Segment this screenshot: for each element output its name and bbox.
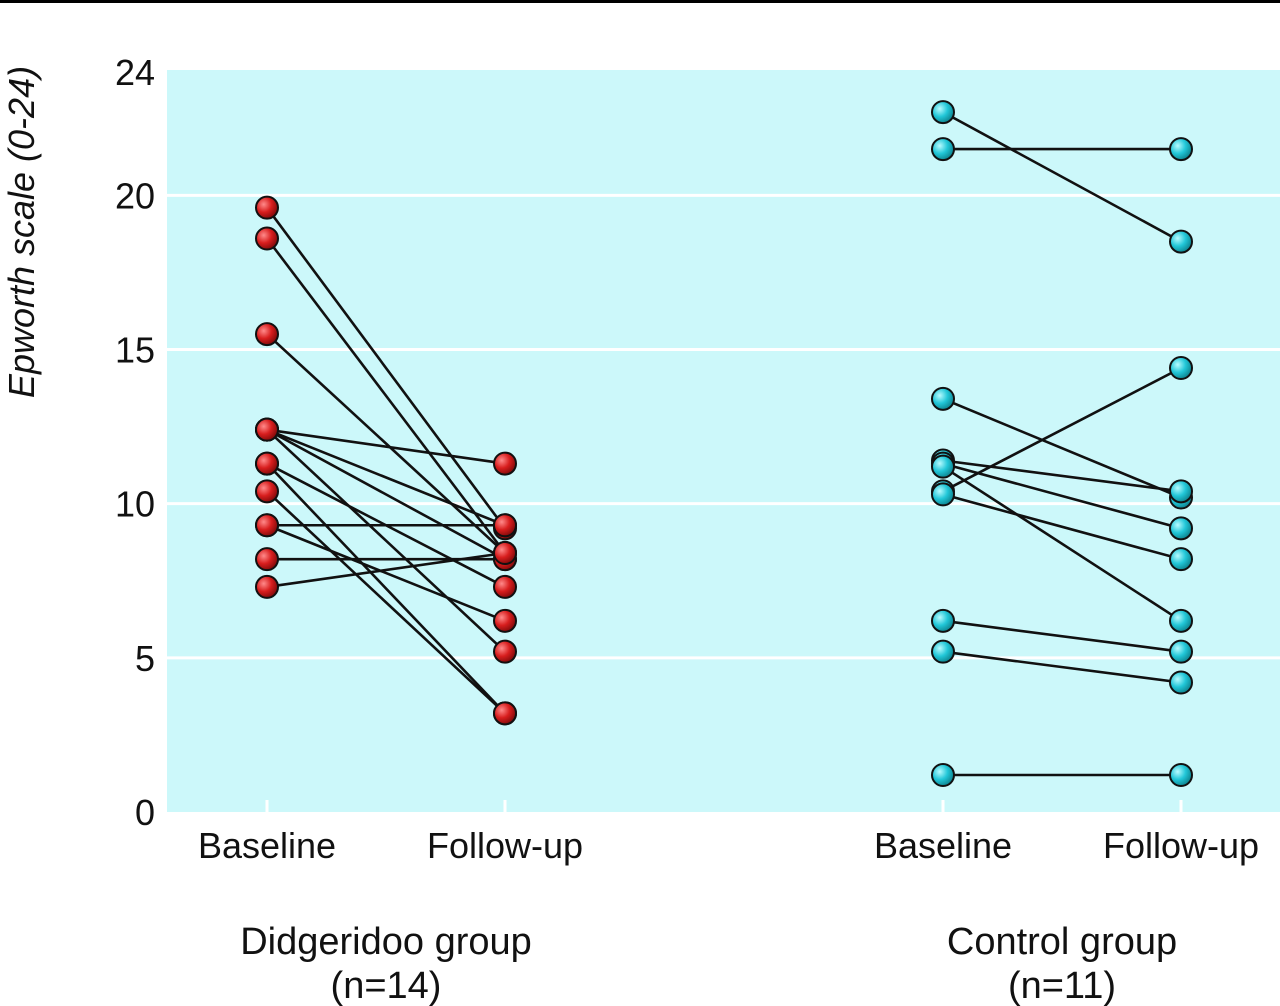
- series-line-1-6: [942, 366, 1182, 493]
- series-line-0-13: [266, 551, 506, 589]
- series-line-0-9: [266, 490, 506, 715]
- group-labels: Didgeridoo group(n=14) Control group(n=11…: [240, 921, 1177, 1006]
- group-n-label-0: (n=14): [331, 965, 442, 1006]
- series-line-0-4: [266, 428, 506, 527]
- group-n-label-1: (n=11): [1008, 965, 1116, 1006]
- point-0-13-0: [255, 574, 279, 599]
- series-line-0-5: [266, 428, 506, 561]
- point-1-7-1: [1169, 547, 1193, 572]
- point-1-8-0: [931, 608, 955, 633]
- point-0-1-0: [255, 226, 279, 251]
- point-1-9-0: [931, 639, 955, 664]
- point-1-9-1: [1169, 670, 1193, 695]
- y-tick-label-0: 0: [135, 792, 155, 833]
- point-0-11-0: [255, 513, 279, 538]
- point-1-10-1: [1169, 763, 1193, 787]
- point-1-1-0: [931, 137, 955, 162]
- point-0-7-1: [493, 574, 517, 599]
- point-1-4-1: [1169, 516, 1193, 541]
- x-tick-label-0-0: Baseline: [198, 825, 336, 866]
- group-label-0: Didgeridoo group: [240, 921, 532, 963]
- point-1-5-0: [931, 454, 955, 479]
- point-1-5-1: [1169, 608, 1193, 633]
- x-axis: Baseline Follow-up Baseline Follow-up: [198, 800, 1259, 866]
- y-tick-label-20: 20: [115, 175, 155, 216]
- point-0-9-0: [255, 479, 279, 504]
- point-0-6-0: [255, 417, 279, 442]
- y-tick-label-24: 24: [115, 52, 155, 93]
- point-1-0-0: [931, 100, 955, 125]
- series-line-1-9: [942, 650, 1182, 684]
- point-0-9-1: [493, 701, 517, 726]
- y-tick-label-10: 10: [115, 484, 155, 525]
- series-line-0-3: [266, 428, 506, 465]
- point-1-7-0: [931, 482, 955, 507]
- y-tick-label-15: 15: [115, 330, 155, 371]
- point-0-10-1: [493, 513, 517, 538]
- point-1-10-0: [931, 763, 955, 787]
- y-tick-label-5: 5: [135, 638, 155, 679]
- point-0-13-1: [493, 541, 517, 565]
- x-tick-label-0-1: Follow-up: [427, 825, 583, 866]
- series-line-0-2: [266, 333, 506, 554]
- series-line-0-8: [266, 462, 506, 715]
- point-0-3-1: [493, 451, 517, 476]
- point-1-8-1: [1169, 639, 1193, 664]
- series-line-0-0: [265, 206, 507, 530]
- series-line-1-3: [942, 459, 1182, 493]
- point-1-3-1: [1169, 479, 1193, 504]
- series-line-0-6: [266, 428, 506, 653]
- top-border: [0, 0, 1280, 3]
- series-line-1-2: [942, 397, 1182, 499]
- point-1-0-1: [1169, 229, 1193, 254]
- point-0-0-0: [255, 195, 279, 220]
- data-points: [255, 100, 1193, 787]
- series-line-0-11: [266, 524, 506, 623]
- point-1-1-1: [1169, 137, 1193, 162]
- y-axis-label: Epworth scale (0-24): [1, 66, 42, 398]
- series-line-1-8: [942, 619, 1182, 653]
- series-lines: [265, 110, 1182, 777]
- series-line-1-7: [942, 493, 1182, 561]
- point-0-11-1: [493, 608, 517, 633]
- series-line-1-5: [942, 465, 1182, 622]
- group-label-1: Control group: [947, 921, 1177, 963]
- point-0-6-1: [493, 639, 517, 664]
- y-axis: 0 5 10 15 20 24: [115, 52, 155, 833]
- series-line-1-0: [942, 110, 1182, 243]
- series-line-0-1: [265, 237, 507, 554]
- point-0-12-0: [255, 547, 279, 572]
- point-1-6-1: [1169, 356, 1193, 380]
- series-line-1-4: [942, 462, 1182, 530]
- plot-area: [167, 70, 1280, 812]
- point-1-2-0: [931, 386, 955, 411]
- point-0-2-0: [255, 322, 279, 347]
- x-tick-label-1-0: Baseline: [874, 825, 1012, 866]
- point-0-8-0: [255, 451, 279, 476]
- x-tick-label-1-1: Follow-up: [1103, 825, 1259, 866]
